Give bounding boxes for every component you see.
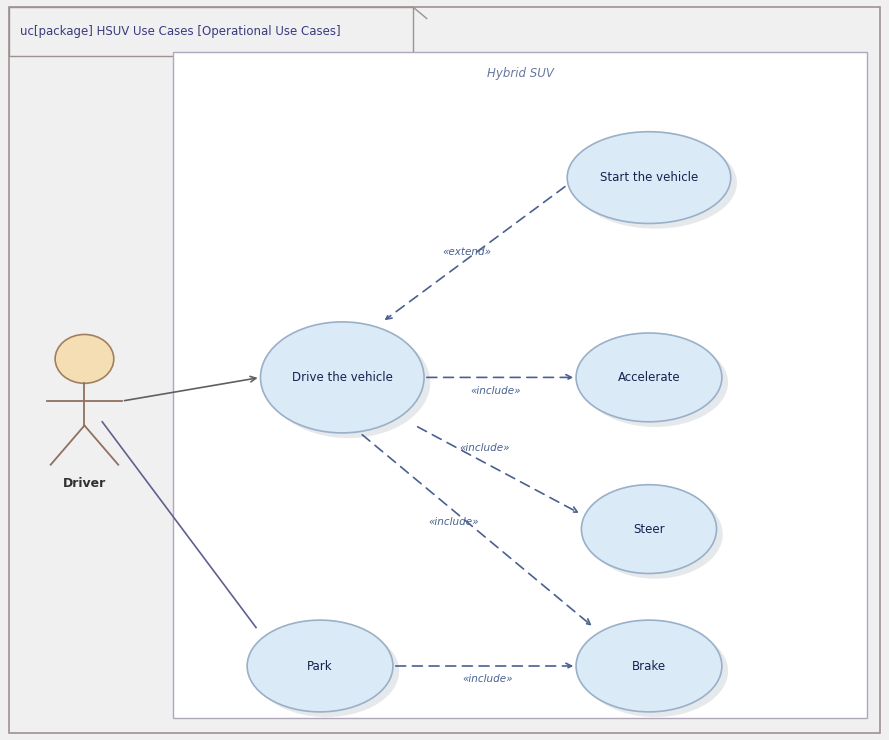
FancyBboxPatch shape [9,7,880,733]
Text: Hybrid SUV: Hybrid SUV [486,67,554,80]
Ellipse shape [253,625,399,717]
Ellipse shape [260,322,424,433]
Text: Start the vehicle: Start the vehicle [600,171,698,184]
Text: Park: Park [308,659,332,673]
Circle shape [55,334,114,383]
Ellipse shape [576,333,722,422]
FancyBboxPatch shape [9,7,413,56]
Text: uc[package] HSUV Use Cases [Operational Use Cases]: uc[package] HSUV Use Cases [Operational … [20,25,340,38]
Text: «include»: «include» [462,674,512,684]
Ellipse shape [576,620,722,712]
Ellipse shape [247,620,393,712]
Text: Driver: Driver [63,477,106,491]
Ellipse shape [582,338,728,427]
FancyBboxPatch shape [173,52,867,718]
Text: «include»: «include» [471,386,521,396]
Ellipse shape [581,485,717,574]
Ellipse shape [567,132,731,223]
Text: «include»: «include» [428,517,478,527]
Ellipse shape [588,490,723,579]
Text: Accelerate: Accelerate [618,371,680,384]
Ellipse shape [267,327,430,438]
Text: «extend»: «extend» [442,246,492,257]
Text: Steer: Steer [633,522,665,536]
Text: «include»: «include» [460,443,509,453]
Text: Drive the vehicle: Drive the vehicle [292,371,393,384]
Ellipse shape [573,137,737,229]
Ellipse shape [582,625,728,717]
Text: Brake: Brake [632,659,666,673]
